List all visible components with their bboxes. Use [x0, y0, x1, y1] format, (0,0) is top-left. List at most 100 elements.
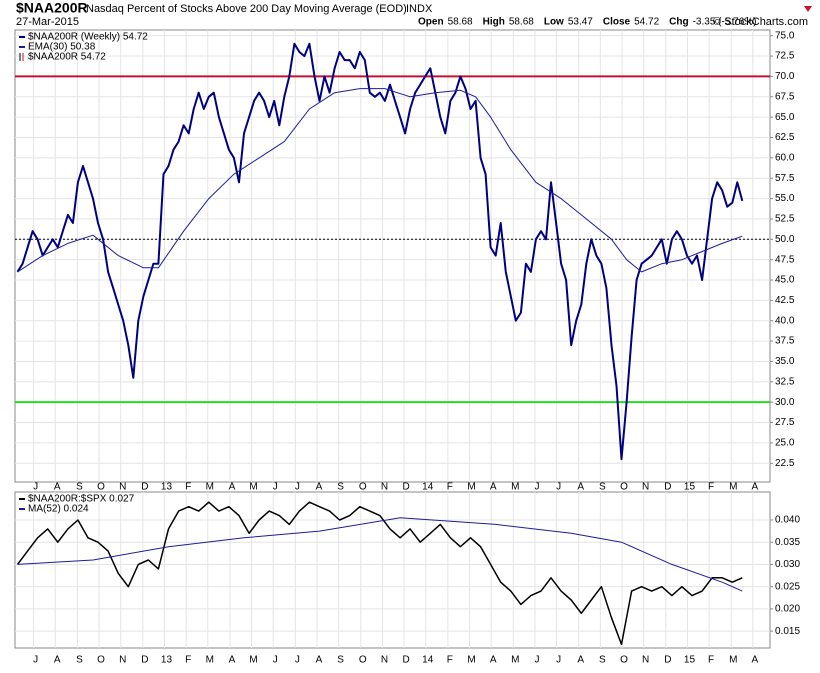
legend-label: $NAA200R 54.72 — [28, 52, 106, 63]
y-tick-label: 47.5 — [775, 254, 795, 265]
y-tick-label: 67.5 — [775, 91, 795, 102]
y-tick-label: 42.5 — [775, 295, 795, 306]
x-tick-label: J — [534, 482, 539, 493]
x-tick-label: O — [359, 482, 367, 493]
symbol: $NAA200R — [16, 0, 88, 16]
x-tick-label: M — [511, 482, 519, 493]
index-name: Nasdaq Percent of Stocks Above 200 Day M… — [86, 3, 407, 15]
x-tick-label: J — [295, 655, 300, 666]
x-tick-label: 13 — [161, 482, 173, 493]
x-tick-label: O — [359, 655, 367, 666]
x-tick-label: M — [729, 655, 737, 666]
x-tick-label: O — [620, 482, 628, 493]
stat-label: Open — [418, 17, 444, 28]
menu-arrow[interactable] — [804, 6, 812, 12]
y-tick-label: 0.040 — [775, 515, 800, 526]
x-tick-label: A — [229, 655, 236, 666]
y-tick-label: 40.0 — [775, 315, 795, 326]
y-tick-label: 30.0 — [775, 397, 795, 408]
stat-value: 54.72 — [634, 17, 659, 28]
y-tick-label: 0.025 — [775, 581, 800, 592]
x-tick-label: F — [185, 655, 191, 666]
x-tick-label: S — [599, 655, 606, 666]
y-tick-label: 55.0 — [775, 193, 795, 204]
x-tick-label: M — [206, 482, 214, 493]
x-tick-label: J — [556, 482, 561, 493]
x-tick-label: D — [402, 482, 409, 493]
x-tick-label: N — [642, 655, 649, 666]
x-tick-label: A — [490, 482, 497, 493]
x-tick-label: N — [642, 482, 649, 493]
x-tick-label: M — [249, 655, 257, 666]
exchange: INDX — [406, 3, 433, 15]
y-tick-label: 0.035 — [775, 537, 800, 548]
x-tick-label: A — [54, 482, 61, 493]
y-tick-label: 0.030 — [775, 559, 800, 570]
x-tick-label: D — [664, 655, 671, 666]
x-tick-label: S — [76, 655, 83, 666]
x-tick-label: D — [664, 482, 671, 493]
x-tick-label: M — [729, 482, 737, 493]
x-tick-label: S — [599, 482, 606, 493]
x-tick-label: M — [467, 482, 475, 493]
x-tick-label: N — [119, 655, 126, 666]
bottom-panel-frame — [14, 491, 771, 649]
x-tick-label: N — [119, 482, 126, 493]
y-tick-label: 62.5 — [775, 132, 795, 143]
x-tick-label: 14 — [422, 482, 434, 493]
x-tick-label: A — [316, 482, 323, 493]
x-tick-label: O — [620, 655, 628, 666]
x-tick-label: M — [206, 655, 214, 666]
series-line — [17, 517, 743, 592]
x-tick-label: S — [337, 482, 344, 493]
x-tick-label: J — [295, 482, 300, 493]
x-tick-label: A — [752, 655, 759, 666]
x-tick-label: F — [708, 482, 714, 493]
y-tick-label: 0.015 — [775, 626, 800, 637]
y-tick-label: 75.0 — [775, 30, 795, 41]
x-tick-label: 15 — [684, 482, 696, 493]
x-tick-label: 14 — [422, 655, 434, 666]
y-tick-label: 0.020 — [775, 604, 800, 615]
x-tick-label: J — [33, 655, 38, 666]
y-tick-label: 52.5 — [775, 214, 795, 225]
x-tick-label: M — [249, 482, 257, 493]
stat-label: Close — [603, 17, 631, 28]
x-tick-label: F — [447, 482, 453, 493]
stat-value: -3.35 (-5.76%) — [693, 17, 757, 28]
x-tick-label: O — [97, 655, 105, 666]
series-line — [16, 501, 743, 646]
x-tick-label: M — [511, 655, 519, 666]
x-tick-label: J — [33, 482, 38, 493]
x-tick-label: N — [381, 655, 388, 666]
x-tick-label: A — [229, 482, 236, 493]
x-tick-label: F — [708, 655, 714, 666]
x-tick-label: D — [402, 655, 409, 666]
y-tick-label: 72.5 — [775, 51, 795, 62]
x-tick-label: A — [316, 655, 323, 666]
y-tick-label: 35.0 — [775, 356, 795, 367]
y-tick-label: 60.0 — [775, 153, 795, 164]
stat-value: 58.68 — [509, 17, 534, 28]
series-line — [16, 42, 744, 461]
legend-label: EMA(30) 50.38 — [28, 42, 96, 53]
stat-label: Chg — [669, 17, 688, 28]
x-tick-label: M — [467, 655, 475, 666]
x-tick-label: O — [97, 482, 105, 493]
credit: © StockCharts.com — [713, 16, 808, 28]
x-tick-label: A — [752, 482, 759, 493]
y-tick-label: 37.5 — [775, 336, 795, 347]
top-panel-frame — [14, 29, 771, 483]
y-tick-label: 70.0 — [775, 71, 795, 82]
x-tick-label: D — [141, 482, 148, 493]
x-tick-label: F — [447, 655, 453, 666]
x-tick-label: N — [381, 482, 388, 493]
y-tick-label: 22.5 — [775, 458, 795, 469]
x-tick-label: J — [556, 655, 561, 666]
y-tick-label: 45.0 — [775, 275, 795, 286]
stat-value: 53.47 — [568, 17, 593, 28]
x-tick-label: J — [534, 655, 539, 666]
y-tick-label: 65.0 — [775, 112, 795, 123]
y-tick-label: 27.5 — [775, 417, 795, 428]
x-tick-label: 13 — [161, 655, 173, 666]
